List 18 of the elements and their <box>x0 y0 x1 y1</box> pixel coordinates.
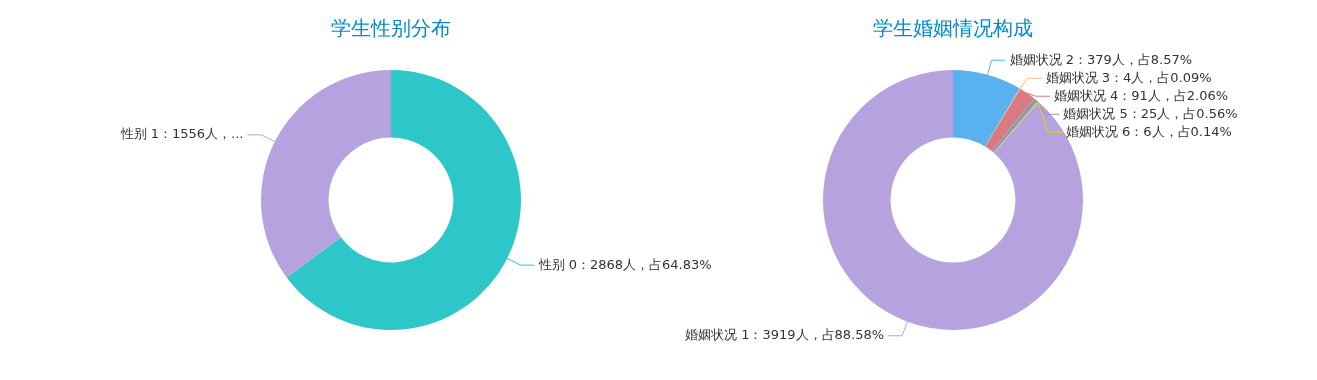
slice-label: 婚姻状况 1 <box>685 327 750 343</box>
data-label: ：25人，占0.56% <box>1127 105 1238 121</box>
chart-title: 学生性别分布 <box>331 16 451 41</box>
data-label: ：4人，占0.09% <box>1110 69 1212 85</box>
slice-label: 婚姻状况 2 <box>1009 51 1074 67</box>
data-label: ：3919人，占88.58% <box>749 327 885 343</box>
data-label: ：1556人，... <box>158 126 244 142</box>
chart-title: 学生婚姻情况构成 <box>873 16 1033 41</box>
data-label: ：379人，占8.57% <box>1073 51 1193 67</box>
slice-label: 性别 1 <box>119 126 159 142</box>
slice-label: 婚姻状况 5 <box>1063 105 1128 121</box>
slice-label: 婚姻状况 6 <box>1065 123 1131 139</box>
data-label: ：2868人，占64.83% <box>576 256 712 272</box>
slice-label: 婚姻状况 4 <box>1053 87 1119 103</box>
data-label: ：91人，占2.06% <box>1118 87 1229 103</box>
slice-label: 婚姻状况 3 <box>1045 69 1111 85</box>
data-label: ：6人，占0.14% <box>1130 123 1232 139</box>
slice-label: 性别 0 <box>537 256 577 272</box>
